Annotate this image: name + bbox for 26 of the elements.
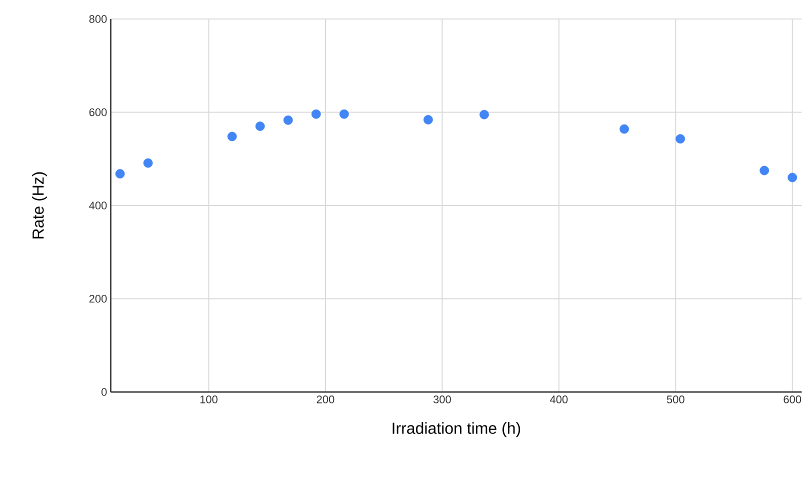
y-tick-label: 0 (101, 388, 107, 396)
x-tick-label: 300 (433, 396, 451, 404)
point (143, 158, 153, 168)
point (227, 132, 237, 142)
x-axis-title: Irradiation time (h) (392, 422, 520, 438)
point (311, 109, 321, 119)
point (423, 115, 433, 124)
x-tick-label: 400 (550, 396, 568, 404)
x-tick-label: 500 (666, 396, 684, 404)
point (620, 124, 629, 134)
point (283, 115, 293, 125)
y-tick-label: 600 (89, 108, 107, 116)
point (339, 109, 349, 119)
y-tick-label: 800 (89, 15, 107, 23)
point (480, 110, 489, 120)
x-tick-label: 600 (784, 396, 802, 404)
x-tick-label: 200 (316, 396, 334, 404)
point (255, 122, 265, 131)
point (676, 134, 686, 144)
y-axis-title: Rate (Hz) (32, 172, 47, 238)
point (115, 169, 125, 178)
y-tick-label: 200 (89, 294, 107, 303)
x-tick-label: 100 (200, 396, 218, 404)
point (788, 172, 798, 182)
point (760, 166, 770, 176)
y-tick-label: 400 (89, 202, 107, 210)
